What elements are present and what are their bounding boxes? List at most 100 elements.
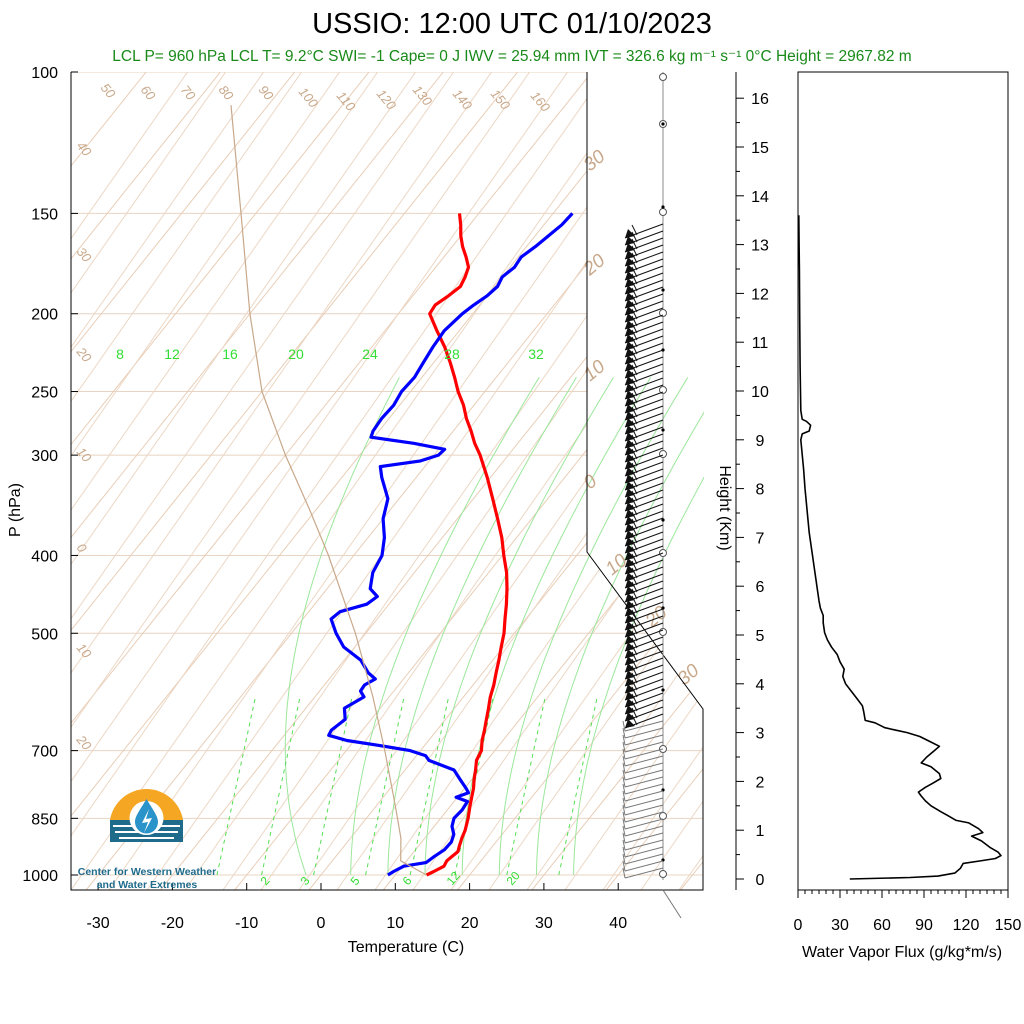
wind-barb-flag	[625, 355, 635, 364]
x-tick-label: -20	[161, 915, 184, 932]
isotherm-label: 150	[488, 86, 514, 113]
wind-barb-feather	[631, 588, 638, 600]
dry-adiabat-line	[678, 72, 703, 890]
wind-barb-feather	[631, 308, 638, 320]
wind-barb-feather	[631, 679, 638, 691]
wind-barb-feather	[631, 686, 638, 698]
wind-barb-flag	[625, 446, 635, 455]
wind-barb-feather	[622, 741, 626, 753]
wind-barb-flag	[625, 257, 635, 266]
wind-barb-feather	[622, 853, 626, 865]
wind-barb-feather	[631, 399, 638, 411]
wind-barb-flag	[625, 481, 635, 490]
dry-adiabat-line	[71, 72, 703, 890]
wind-barb-feather	[622, 755, 626, 767]
wind-barb-surface	[662, 889, 682, 919]
isotherm-line	[71, 72, 593, 890]
wind-barb-flag	[625, 243, 635, 252]
wind-barb-flag	[625, 635, 635, 644]
mixing-ratio-label: 12	[444, 868, 464, 887]
x-tick-label: 10	[386, 915, 404, 932]
wind-barb	[624, 769, 664, 781]
wind-barb-flag	[625, 502, 635, 511]
height-tick-label: 4	[756, 677, 765, 694]
isotherm-line	[71, 72, 444, 890]
height-tick-label: 3	[756, 726, 765, 743]
wind-barb-flag	[625, 348, 635, 357]
mixing-ratio-line	[216, 696, 256, 876]
mixing-ratio-line	[261, 696, 301, 876]
wind-barb-feather	[631, 651, 638, 663]
mixing-ratio-label: 20	[288, 346, 304, 362]
wind-barb-flag	[625, 299, 635, 308]
wind-level-marker	[659, 386, 667, 394]
wind-barb-flag	[625, 460, 635, 469]
mixing-ratio-lines	[216, 377, 704, 876]
dewpoint-line	[327, 212, 574, 877]
wind-barb-flag	[625, 572, 635, 581]
mixing-ratio-label: 12	[164, 346, 180, 362]
wind-barb-flag	[625, 621, 635, 630]
isotherm-line	[71, 72, 518, 890]
wind-barb-feather	[631, 518, 638, 530]
wind-barb	[624, 741, 664, 753]
wind-barb-flag	[625, 509, 635, 518]
wind-barb	[624, 755, 664, 767]
mixing-ratio-label: 16	[222, 346, 238, 362]
wind-barb	[624, 825, 664, 837]
wind-barb-flag	[625, 411, 635, 420]
wind-barb	[624, 748, 664, 760]
wind-barb-feather	[631, 336, 638, 348]
wind-barb-flag	[625, 369, 635, 378]
wind-barb	[624, 734, 664, 746]
wind-barb-feather	[631, 714, 638, 726]
wind-barb-flag	[625, 439, 635, 448]
dry-adiabat-line	[71, 72, 620, 890]
isotherm-line	[381, 72, 703, 890]
wind-barb-flag	[625, 558, 635, 567]
moist-adiabat-line	[536, 411, 704, 876]
x-tick-label: 0	[317, 915, 326, 932]
wind-barb-feather	[631, 245, 638, 257]
wind-barb-flag	[625, 453, 635, 462]
wind-barb-feather	[631, 294, 638, 306]
wind-barb-feather	[631, 658, 638, 670]
wind-barb-feather	[631, 602, 638, 614]
mixing-ratio-line	[506, 696, 546, 876]
wind-barb-flag	[625, 313, 635, 322]
dry-adiabat-line	[450, 72, 703, 890]
mixing-ratio-label: 24	[362, 346, 378, 362]
dry-adiabat-line	[983, 0, 1024, 890]
isotherm-label: 30	[580, 146, 610, 176]
wind-barb-flag	[625, 229, 635, 238]
dry-adiabat-line	[793, 0, 1024, 890]
wind-barb-feather	[622, 825, 626, 837]
wind-barb-feather	[622, 832, 626, 844]
wind-barb-feather	[631, 357, 638, 369]
wind-barb-feather	[631, 315, 638, 327]
chart-title: USSIO: 12:00 UTC 01/10/2023	[312, 8, 712, 40]
wind-barb-flag	[625, 404, 635, 413]
wind-barb-feather	[631, 504, 638, 516]
wind-dot	[661, 428, 665, 432]
moist-adiabat-line	[573, 476, 704, 876]
wind-barb-feather	[631, 287, 638, 299]
isotherm-line	[604, 72, 703, 890]
wind-level-marker	[659, 812, 667, 820]
isotherm-line	[71, 72, 221, 890]
wind-barb-feather	[631, 497, 638, 509]
moist-adiabat-line	[387, 377, 577, 876]
y-tick-label: 250	[31, 385, 58, 402]
isotherm-line	[71, 72, 370, 890]
wind-barb-feather	[631, 616, 638, 628]
wind-barb-feather	[622, 846, 626, 858]
isotherm-line	[529, 72, 703, 890]
dry-adiabat-line	[71, 72, 392, 890]
mixing-ratio-line	[558, 696, 598, 876]
wind-barb-flag	[625, 698, 635, 707]
height-tick-label: 11	[752, 335, 769, 352]
y-tick-label: 200	[31, 307, 58, 324]
wind-barb-feather	[631, 476, 638, 488]
flux-x-tick-label: 60	[873, 917, 891, 934]
moist-adiabat-line	[498, 377, 689, 876]
